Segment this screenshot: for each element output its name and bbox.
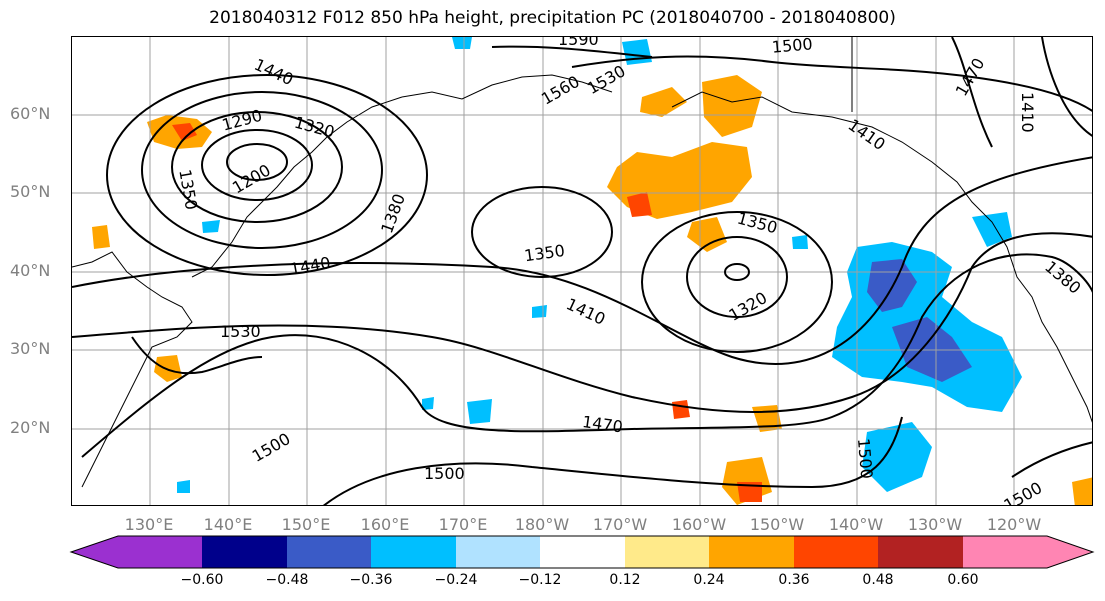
coastlines <box>72 37 1092 488</box>
contour-label: 1530 <box>220 322 261 341</box>
contour-label: 1440 <box>289 253 332 279</box>
lon-label-170e: 170°E <box>438 515 488 534</box>
colorbar-tick-label: 0.12 <box>609 572 641 588</box>
lon-label-130w: 130°W <box>907 515 963 534</box>
colorbar-swatch <box>878 536 963 568</box>
colorbar-swatch <box>963 536 1047 568</box>
colorbar-swatch <box>709 536 794 568</box>
contour-label: 1440 <box>251 55 296 89</box>
lon-label-180w: 180°W <box>514 515 570 534</box>
contour-label: 1590 <box>558 37 599 49</box>
contour-label: 1530 <box>584 61 629 98</box>
colorbar-swatch <box>371 536 456 568</box>
contour-label: 1410 <box>563 294 608 328</box>
contour-label: 1500 <box>771 37 813 57</box>
lat-label-20: 20°N <box>10 418 51 437</box>
colorbar-swatch <box>540 536 625 568</box>
lon-label-140e: 140°E <box>203 515 253 534</box>
colorbar-tick-label: −0.36 <box>349 572 393 588</box>
colorbar-tick-label: −0.12 <box>518 572 562 588</box>
contour-label: 1500 <box>249 429 294 466</box>
colorbar-swatch <box>71 536 118 568</box>
lat-label-50: 50°N <box>10 182 51 201</box>
colorbar-outline <box>69 535 1095 569</box>
map-title: 2018040312 F012 850 hPa height, precipit… <box>209 8 896 28</box>
lat-label-30: 30°N <box>10 339 51 358</box>
colorbar-tick-label: 0.36 <box>778 572 810 588</box>
lon-label-160w: 160°W <box>671 515 727 534</box>
map-panel: 1440 1590 1500 1560 1530 1470 1410 1290 … <box>71 36 1093 506</box>
colorbar-tick-label: 0.48 <box>862 572 894 588</box>
contour-label: 1470 <box>952 55 989 100</box>
contour-label: 1500 <box>854 437 876 479</box>
colorbar-tick-label: −0.60 <box>180 572 224 588</box>
contour-label: 1350 <box>735 208 779 237</box>
lon-label-160e: 160°E <box>360 515 410 534</box>
contour-label: 1500 <box>424 464 465 483</box>
colorbar-tick-label: 0.60 <box>947 572 979 588</box>
contour-label: 1500 <box>1001 478 1046 506</box>
lon-label-130e: 130°E <box>124 515 174 534</box>
colorbar-swatches <box>71 536 1093 568</box>
colorbar-swatch <box>794 536 878 568</box>
colorbar-swatch <box>118 536 202 568</box>
colorbar-swatch <box>456 536 540 568</box>
lon-label-170w: 170°W <box>592 515 648 534</box>
colorbar-tick-label: −0.48 <box>265 572 309 588</box>
contour-label: 1200 <box>229 160 274 197</box>
contour-label: 1320 <box>292 113 336 142</box>
colorbar-swatch <box>1047 536 1093 568</box>
colorbar-tick-label: 0.24 <box>693 572 725 588</box>
precip-positive-shading <box>92 75 1092 505</box>
contour-label: 1410 <box>1018 92 1037 133</box>
lon-label-120w: 120°W <box>986 515 1042 534</box>
contour-label: 1410 <box>845 115 889 154</box>
colorbar-swatch <box>202 536 287 568</box>
lat-label-60: 60°N <box>10 104 51 123</box>
lat-label-40: 40°N <box>10 261 51 280</box>
contour-label: 1380 <box>377 191 409 236</box>
contour-label: 1380 <box>1041 257 1084 298</box>
contour-label: 1350 <box>523 241 566 265</box>
lon-label-150e: 150°E <box>281 515 331 534</box>
contour-label: 1350 <box>175 168 201 211</box>
height-contours <box>72 37 1092 505</box>
contour-label: 1470 <box>581 412 624 436</box>
map-canvas: 1440 1590 1500 1560 1530 1470 1410 1290 … <box>72 37 1092 506</box>
colorbar-swatch <box>625 536 709 568</box>
lon-label-140w: 140°W <box>828 515 884 534</box>
lon-label-150w: 150°W <box>749 515 805 534</box>
colorbar-tick-label: −0.24 <box>434 572 478 588</box>
colorbar-swatch <box>287 536 371 568</box>
contour-label: 1320 <box>726 288 771 325</box>
